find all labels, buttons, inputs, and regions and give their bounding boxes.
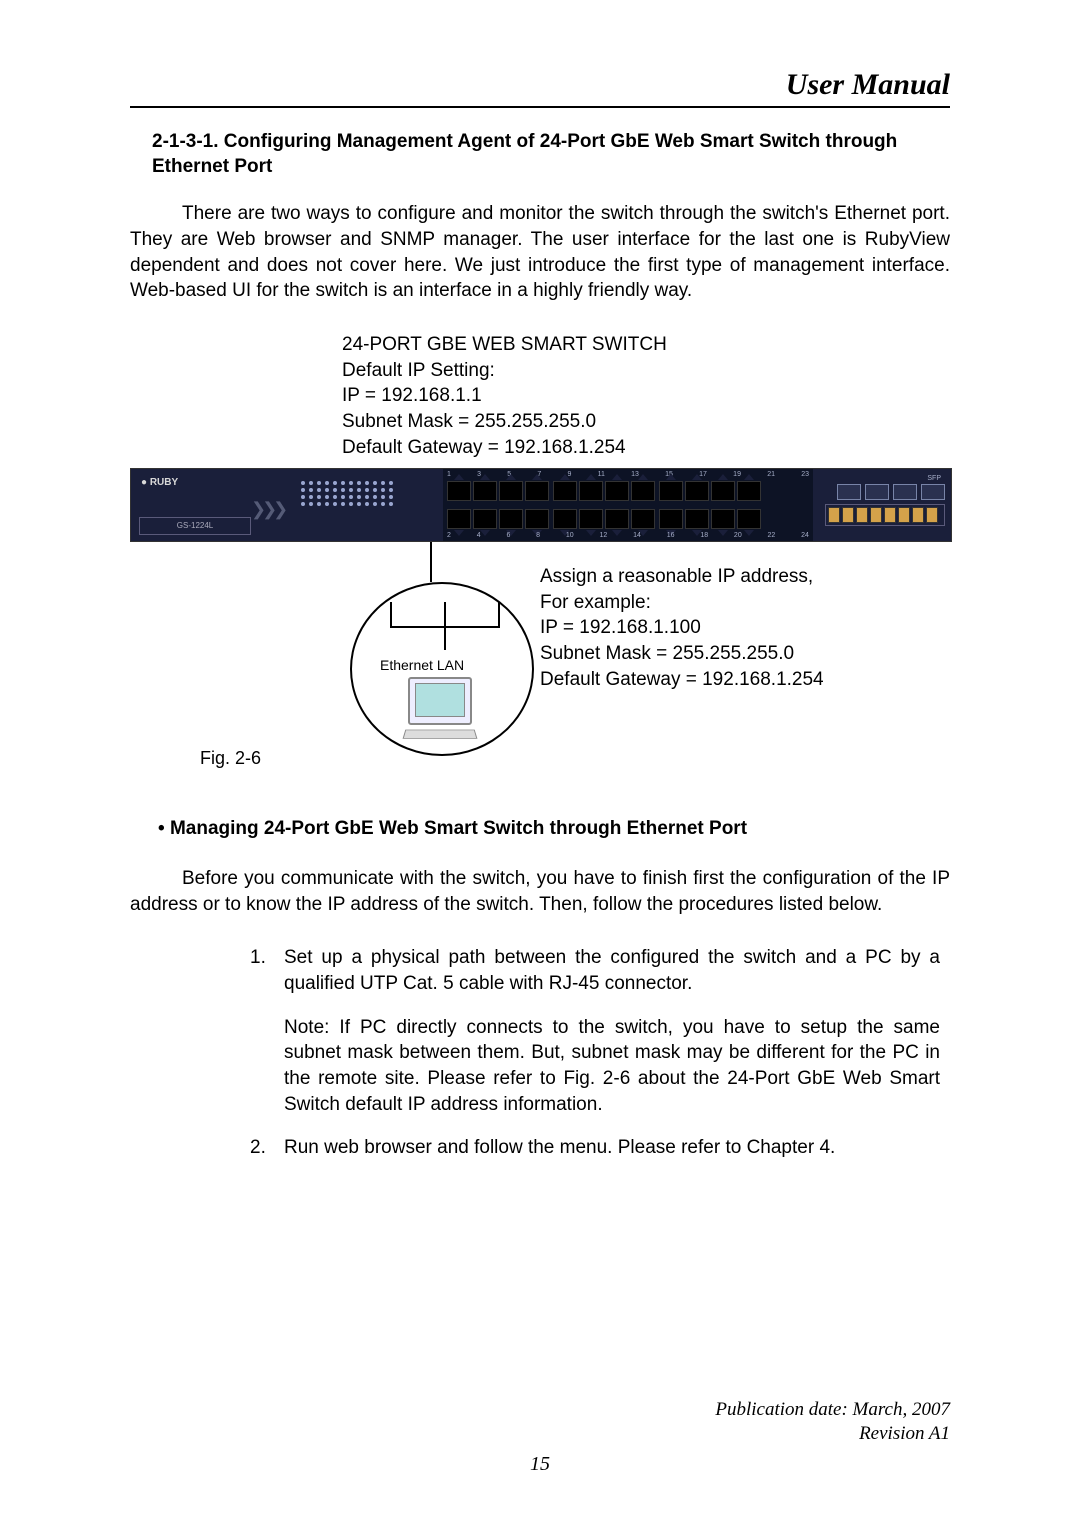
port-num: 2	[447, 532, 451, 539]
sfp-label: SFP	[825, 475, 945, 482]
port-num: 11	[598, 471, 605, 478]
footer-page-number: 15	[130, 1453, 950, 1476]
port-num: 4	[477, 532, 481, 539]
port-num: 23	[801, 471, 809, 478]
header-title: User Manual	[786, 68, 950, 101]
port-num: 22	[768, 532, 776, 539]
assign-line: Assign a reasonable IP address,	[540, 564, 824, 590]
switch-brand: ● RUBY	[141, 477, 241, 488]
ordered-list: 1. Set up a physical path between the co…	[250, 945, 940, 996]
managing-para: Before you communicate with the switch, …	[130, 866, 950, 917]
lan-label: Ethernet LAN	[380, 657, 464, 673]
default-ip-line: 24-PORT GBE WEB SMART SWITCH	[342, 332, 950, 358]
assign-line: Default Gateway = 192.168.1.254	[540, 667, 824, 693]
cable-line	[430, 542, 432, 582]
default-ip-line: Default Gateway = 192.168.1.254	[342, 435, 950, 461]
list-item: 1. Set up a physical path between the co…	[250, 945, 940, 996]
switch-arrows-icon: ❯❯❯	[251, 499, 284, 520]
figure-label: Fig. 2-6	[200, 748, 261, 769]
port-area: 1357911131517192123 24681012141618202224	[443, 469, 813, 541]
port-num: 14	[633, 532, 641, 539]
port-num: 8	[536, 532, 540, 539]
footer-pub-date: Publication date: March, 2007	[130, 1399, 950, 1421]
switch-model: GS-1224L	[139, 517, 251, 535]
intro-paragraph: There are two ways to configure and moni…	[130, 201, 950, 304]
default-ip-line: IP = 192.168.1.1	[342, 383, 950, 409]
lan-bus-lines	[390, 602, 500, 652]
pc-icon	[400, 677, 480, 740]
item-note: Note: If PC directly connects to the swi…	[284, 1015, 940, 1118]
item-number: 1.	[250, 945, 284, 996]
port-num: 21	[767, 471, 775, 478]
footer-revision: Revision A1	[130, 1423, 950, 1445]
port-num: 6	[506, 532, 510, 539]
default-ip-block: 24-PORT GBE WEB SMART SWITCH Default IP …	[342, 332, 950, 460]
managing-heading: Managing 24-Port GbE Web Smart Switch th…	[158, 818, 950, 840]
page-header: User Manual	[130, 68, 950, 108]
port-num: 18	[700, 532, 708, 539]
port-num: 16	[667, 532, 675, 539]
port-num: 10	[566, 532, 574, 539]
port-num: 19	[733, 471, 741, 478]
item-number: 2.	[250, 1135, 284, 1161]
default-ip-line: Default IP Setting:	[342, 358, 950, 384]
port-numbers-top: 1357911131517192123	[447, 471, 809, 478]
ordered-list: 2. Run web browser and follow the menu. …	[250, 1135, 940, 1161]
assign-line: For example:	[540, 590, 824, 616]
lan-diagram: Ethernet LAN Assign a reasonable IP addr…	[130, 542, 950, 782]
list-item: 2. Run web browser and follow the menu. …	[250, 1135, 940, 1161]
switch-diagram: ● RUBY GS-1224L ❯❯❯ 1357911131517192123	[130, 468, 952, 542]
default-ip-line: Subnet Mask = 255.255.255.0	[342, 409, 950, 435]
assign-ip-block: Assign a reasonable IP address, For exam…	[540, 564, 824, 692]
port-num: 24	[801, 532, 809, 539]
port-num: 1	[447, 471, 451, 478]
assign-line: IP = 192.168.1.100	[540, 615, 824, 641]
item-body: Run web browser and follow the menu. Ple…	[284, 1135, 940, 1161]
section-title: 2-1-3-1. Configuring Management Agent of…	[152, 130, 950, 179]
sfp-area: SFP	[825, 475, 945, 535]
port-row-top	[447, 481, 809, 501]
port-row-bottom	[447, 509, 809, 529]
page: User Manual 2-1-3-1. Configuring Managem…	[0, 0, 1080, 1526]
item-body: Set up a physical path between the confi…	[284, 945, 940, 996]
port-num: 12	[599, 532, 607, 539]
port-numbers-bot: 24681012141618202224	[447, 532, 809, 539]
page-footer: Publication date: March, 2007 Revision A…	[130, 1399, 950, 1476]
led-grid	[301, 481, 431, 525]
assign-line: Subnet Mask = 255.255.255.0	[540, 641, 824, 667]
port-num: 20	[734, 532, 742, 539]
